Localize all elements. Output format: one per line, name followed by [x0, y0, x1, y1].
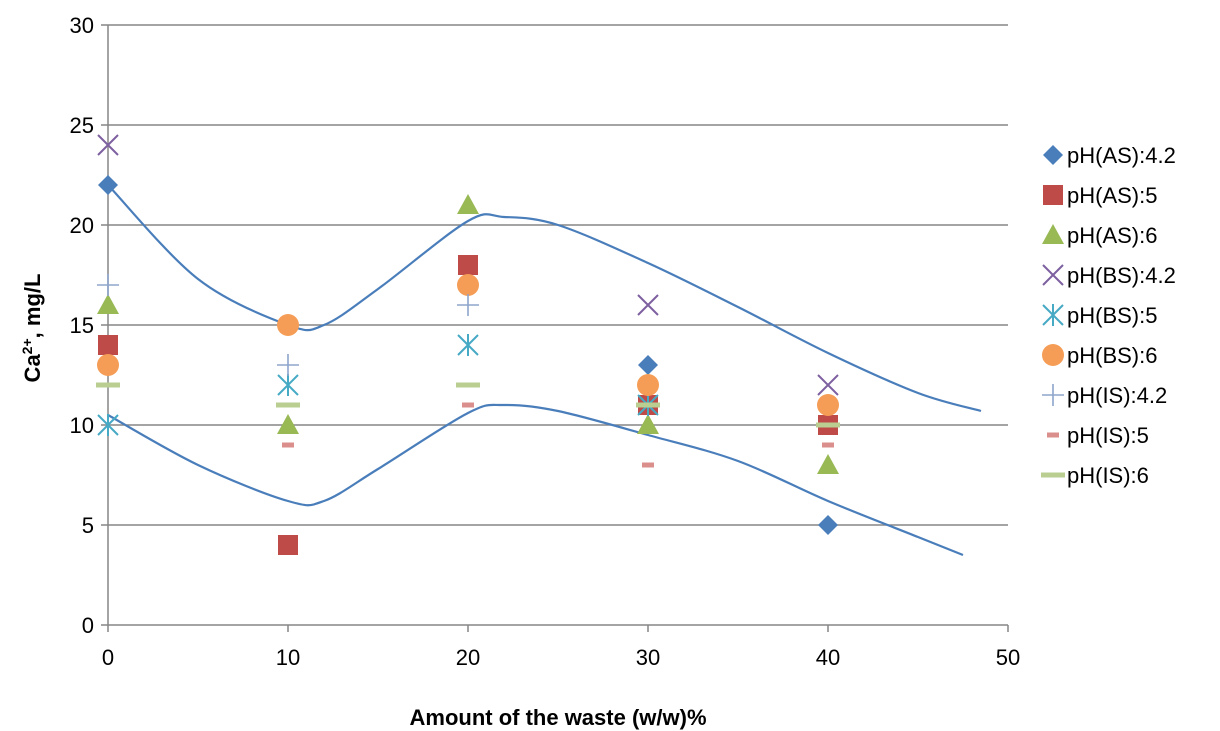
point-s5-3: [637, 374, 659, 396]
point-s2-2: [457, 194, 479, 214]
legend-label-6: pH(IS):4.2: [1067, 383, 1167, 408]
trend-curve-1: [107, 403, 964, 557]
axes: [101, 24, 1009, 632]
legend-marker-1: [1043, 185, 1063, 205]
point-s1-2: [458, 255, 478, 275]
y-axis-label-unit: , mg/L: [20, 274, 45, 339]
legend-item-7: pH(IS):5: [1047, 423, 1149, 448]
y-tick-label-5: 25: [70, 113, 94, 138]
point-s5-2: [457, 274, 479, 296]
legend-marker-4: [1042, 304, 1064, 326]
point-s1-1: [278, 535, 298, 555]
point-s7-1: [462, 402, 474, 408]
point-s3-0: [97, 134, 119, 156]
x-tick-label-0: 0: [102, 645, 114, 670]
y-axis-label: Ca2+, mg/L: [19, 274, 45, 383]
point-s6-2: [457, 294, 479, 316]
point-s8-1: [276, 402, 300, 408]
legend-label-4: pH(BS):5: [1067, 303, 1157, 328]
point-s8-2: [456, 382, 480, 388]
legend-label-8: pH(IS):6: [1067, 463, 1149, 488]
point-s6-1: [277, 354, 299, 376]
point-s4-1: [277, 374, 299, 396]
point-s7-0: [282, 442, 294, 448]
legend-label-7: pH(IS):5: [1067, 423, 1149, 448]
y-tick-label-2: 10: [70, 413, 94, 438]
point-s2-3: [637, 414, 659, 434]
point-s8-3: [636, 402, 660, 408]
point-s3-2: [817, 374, 839, 396]
point-s4-2: [457, 334, 479, 356]
point-s2-0: [97, 294, 119, 314]
legend-marker-5: [1042, 344, 1064, 366]
legend-label-1: pH(AS):5: [1067, 183, 1157, 208]
point-s1-0: [98, 335, 118, 355]
gridlines: [108, 24, 1008, 526]
legend-label-5: pH(BS):6: [1067, 343, 1157, 368]
trend-curve-0: [107, 184, 982, 413]
legend-item-3: pH(BS):4.2: [1042, 263, 1176, 288]
x-tick-label-5: 50: [996, 645, 1020, 670]
x-tick-label-3: 30: [636, 645, 660, 670]
x-tick-label-2: 20: [456, 645, 480, 670]
point-s0-2: [818, 515, 838, 535]
legend-marker-2: [1042, 224, 1064, 244]
legend-item-6: pH(IS):4.2: [1042, 383, 1167, 408]
point-s6-0: [97, 274, 119, 296]
point-s2-4: [817, 454, 839, 474]
legend-item-1: pH(AS):5: [1043, 183, 1157, 208]
y-tick-labels: 0 5 10 15 20 25 30: [70, 13, 94, 638]
point-s8-4: [816, 422, 840, 428]
y-tick-label-1: 5: [82, 513, 94, 538]
legend-label-3: pH(BS):4.2: [1067, 263, 1176, 288]
y-tick-label-0: 0: [82, 613, 94, 638]
x-tick-label-1: 10: [276, 645, 300, 670]
legend-label-0: pH(AS):4.2: [1067, 143, 1176, 168]
legend-item-0: pH(AS):4.2: [1043, 143, 1176, 168]
point-s7-3: [822, 442, 834, 448]
y-tick-label-3: 15: [70, 313, 94, 338]
point-s5-0: [97, 354, 119, 376]
y-axis-label-sup: 2+: [19, 338, 35, 354]
point-s0-1: [638, 355, 658, 375]
legend-label-2: pH(AS):6: [1067, 223, 1157, 248]
y-axis-label-main: Ca: [20, 354, 45, 383]
point-s8-0: [96, 382, 120, 388]
legend-marker-0: [1043, 145, 1063, 165]
legend-marker-8: [1041, 472, 1065, 478]
legend: pH(AS):4.2 pH(AS):5 pH(AS):6 pH(BS):4.2 pH(B…: [1041, 143, 1176, 488]
point-s2-1: [277, 414, 299, 434]
data-points: [96, 134, 840, 555]
point-s4-0: [97, 414, 119, 436]
x-tick-label-4: 40: [816, 645, 840, 670]
point-s5-1: [277, 314, 299, 336]
legend-item-2: pH(AS):6: [1042, 223, 1157, 248]
point-s3-1: [637, 294, 659, 316]
legend-item-5: pH(BS):6: [1042, 343, 1157, 368]
point-s0-0: [98, 175, 118, 195]
x-tick-labels: 0 10 20 30 40 50: [102, 645, 1020, 670]
y-tick-label-6: 30: [70, 13, 94, 38]
y-tick-label-4: 20: [70, 213, 94, 238]
trend-curves: [107, 184, 982, 557]
legend-marker-3: [1042, 264, 1064, 286]
legend-item-8: pH(IS):6: [1041, 463, 1149, 488]
legend-item-4: pH(BS):5: [1042, 303, 1157, 328]
legend-marker-7: [1047, 432, 1059, 438]
x-axis-label: Amount of the waste (w/w)%: [410, 705, 707, 730]
point-s5-4: [817, 394, 839, 416]
point-s7-2: [642, 462, 654, 468]
legend-marker-6: [1042, 384, 1064, 406]
